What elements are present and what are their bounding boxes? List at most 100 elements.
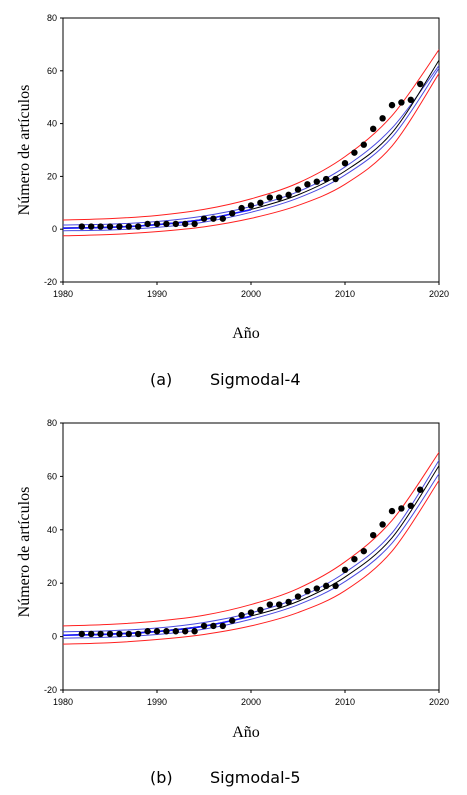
panel-a-data-point xyxy=(200,215,208,222)
panel-a-data-point xyxy=(229,210,236,217)
panel-a-data-point xyxy=(153,220,161,228)
panel-b-x-tick-label: 2020 xyxy=(429,697,449,707)
panel-a-caption-title: Sigmodal-4 xyxy=(210,370,301,389)
panel-b-data-point xyxy=(351,555,358,563)
panel-b-x-ticks: 1980 1990 2000 2010 2020 xyxy=(53,690,449,707)
panel-a-data-point xyxy=(370,125,377,133)
panel-b-points xyxy=(78,486,424,638)
panel-b-y-tick-label: -20 xyxy=(44,685,57,695)
panel-a-x-tick-label: 2010 xyxy=(335,289,355,299)
panel-b-x-tick-label: 1990 xyxy=(147,697,167,707)
panel-a-data-point xyxy=(407,96,414,104)
panel-b-data-point xyxy=(360,547,367,555)
panel-b-data-point xyxy=(266,601,273,608)
panel-a-x-axis-label: Año xyxy=(232,325,260,342)
panel-b-data-point xyxy=(125,630,132,638)
panel-b-data-point xyxy=(88,630,95,638)
panel-a-data-point xyxy=(238,204,245,212)
panel-a-plot-area xyxy=(62,17,440,283)
panel-a-data-point xyxy=(116,223,123,230)
panel-b-data-point xyxy=(294,593,302,600)
panel-b-data-point xyxy=(210,622,217,630)
panel-b-data-point xyxy=(417,486,424,493)
panel-b-caption-title: Sigmodal-5 xyxy=(210,768,301,787)
panel-a-y-ticks: -20 0 20 40 60 80 xyxy=(44,13,63,287)
panel-b-data-point xyxy=(153,628,161,635)
panel-a-data-point xyxy=(285,191,292,199)
panel-b-data-point xyxy=(323,582,330,590)
panel-a-points xyxy=(78,80,424,230)
panel-a-data-point xyxy=(276,194,283,201)
panel-b-data-point xyxy=(341,566,349,574)
panel-a-x-tick-label: 1980 xyxy=(53,289,73,299)
panel-b-data-point xyxy=(379,521,386,528)
panel-b-x-tick-label: 2010 xyxy=(335,697,355,707)
panel-a-data-point xyxy=(135,223,142,230)
panel-a-data-point xyxy=(323,175,330,183)
panel-b-data-point xyxy=(238,612,245,619)
panel-a-data-point xyxy=(247,202,255,209)
panel-b-data-point xyxy=(144,628,151,635)
panel-a-data-point xyxy=(332,175,339,183)
panel-b-data-point xyxy=(407,502,414,509)
panel-b-data-point xyxy=(191,628,198,635)
panel-a-data-point xyxy=(88,223,95,230)
panel-b-y-ticks: -20 0 20 40 60 80 xyxy=(44,418,63,695)
panel-b-plot-area xyxy=(62,422,440,691)
panel-a-data-point xyxy=(266,194,273,201)
panel-b-curve-5 xyxy=(63,480,439,645)
panel-a-data-point xyxy=(341,160,349,167)
panel-b-data-point xyxy=(332,582,339,590)
panel-b-x-tick-label: 1980 xyxy=(53,697,73,707)
panel-a-data-point xyxy=(78,223,86,230)
panel-b-data-point xyxy=(388,507,396,515)
panel-b-data-point xyxy=(285,598,292,606)
panel-a-y-tick-label: 20 xyxy=(47,171,57,181)
panel-a-curve-4 xyxy=(63,67,439,232)
panel-a-data-point xyxy=(388,101,396,109)
panel-a-y-tick-label: 60 xyxy=(47,66,57,76)
panel-b-data-point xyxy=(313,585,320,592)
panel-b-x-tick-label: 2000 xyxy=(241,697,261,707)
panel-b-data-point xyxy=(229,617,236,624)
panel-b-y-tick-label: 60 xyxy=(47,471,57,481)
panel-a-data-point xyxy=(125,223,132,230)
panel-a-data-point xyxy=(163,220,170,228)
panel-a-curve-1 xyxy=(63,49,439,221)
panel-b-data-point xyxy=(304,588,311,595)
panel-b-y-tick-label: 80 xyxy=(47,418,57,428)
panel-b-data-point xyxy=(276,601,283,608)
panel-b: 1980 1990 2000 2010 2020 -20 0 20 40 60 80 Año Nú… xyxy=(16,418,449,787)
panel-b-data-point xyxy=(200,622,208,630)
panel-a-data-point xyxy=(191,220,198,228)
panel-b-data-point xyxy=(398,505,405,512)
panel-b-data-point xyxy=(172,628,179,635)
panel-b-data-point xyxy=(219,622,226,630)
panel-a-curve-5 xyxy=(63,73,439,237)
panel-b-data-point xyxy=(116,630,123,638)
panel-a-data-point xyxy=(398,99,405,106)
panel-b-data-point xyxy=(106,630,114,638)
panel-a-data-point xyxy=(417,80,424,88)
panel-b-y-tick-label: 20 xyxy=(47,578,57,588)
panel-b-data-point xyxy=(257,606,264,614)
panel-a-data-point xyxy=(97,223,104,230)
panel-a-data-point xyxy=(379,115,386,122)
panel-a-x-ticks: 1980 1990 2000 2010 2020 xyxy=(53,282,449,299)
panel-b-y-tick-label: 0 xyxy=(52,632,57,642)
panel-a-data-point xyxy=(304,181,311,188)
panel-b-y-axis-label: Número de artículos xyxy=(16,487,33,618)
panel-b-data-point xyxy=(163,628,170,635)
panel-a-y-tick-label: 40 xyxy=(47,119,57,129)
panel-a-data-point xyxy=(144,220,151,228)
panel-a-data-point xyxy=(313,178,320,185)
panel-a-x-tick-label: 2020 xyxy=(429,289,449,299)
panel-b-data-point xyxy=(78,630,86,638)
panel-b-data-point xyxy=(370,531,377,539)
panel-b-caption-letter: (b) xyxy=(150,768,173,787)
panel-a-x-tick-label: 1990 xyxy=(147,289,167,299)
panel-b-data-point xyxy=(97,630,104,638)
panel-a-data-point xyxy=(219,215,226,222)
panel-b-y-tick-label: 40 xyxy=(47,525,57,535)
